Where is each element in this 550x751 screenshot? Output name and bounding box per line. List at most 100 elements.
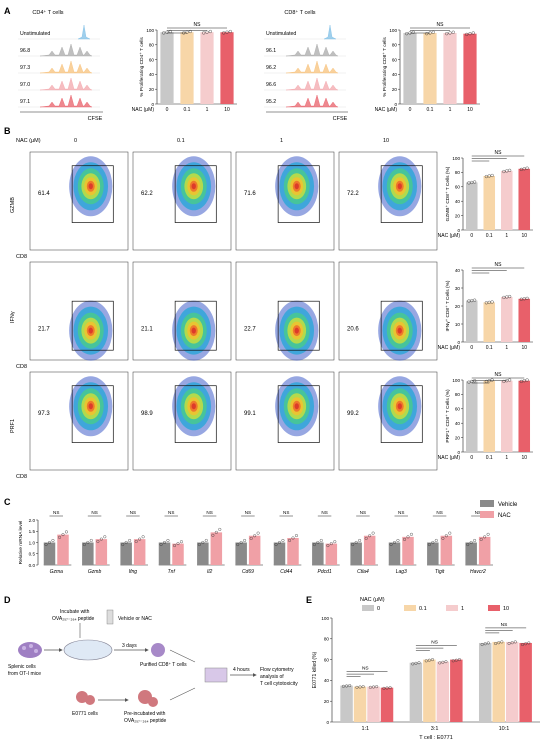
x-axis-label: NAC (μM) — [438, 455, 461, 461]
y-tick-label: 20 — [455, 304, 461, 309]
y-axis-label: E0771 killed (%) — [312, 651, 318, 688]
gate-box — [380, 165, 423, 223]
y-tick-label: 0 — [326, 720, 329, 725]
x-tick-label: 1 — [505, 455, 508, 461]
gate-percentage: 97.3 — [38, 411, 50, 417]
data-point — [48, 541, 52, 545]
legend-label: 1 — [461, 606, 464, 612]
data-point — [358, 538, 362, 542]
panel-label-d: D — [4, 595, 11, 605]
data-point — [211, 533, 215, 537]
data-point — [385, 686, 389, 690]
bar — [483, 380, 496, 452]
data-point — [128, 538, 132, 542]
gate-box — [174, 165, 217, 223]
histogram-label: 96.2 — [266, 65, 276, 71]
y-tick-label: 20 — [455, 213, 461, 218]
data-point — [438, 661, 442, 665]
data-point — [243, 538, 247, 542]
legend-label: 0 — [377, 606, 380, 612]
bar — [220, 32, 234, 104]
data-point — [417, 661, 421, 665]
data-point — [473, 538, 477, 542]
bar — [95, 539, 108, 565]
y-tick-label: 20 — [392, 87, 398, 92]
data-point — [465, 32, 469, 37]
data-point — [329, 542, 333, 546]
data-point — [201, 541, 205, 545]
data-point — [294, 534, 298, 538]
data-point — [134, 539, 138, 543]
ns-label: NS — [321, 510, 327, 515]
data-point — [497, 641, 501, 645]
bar — [353, 686, 367, 722]
data-point — [524, 642, 528, 646]
bar — [518, 168, 531, 230]
data-point — [519, 167, 523, 172]
e0771-label: E0771 cells — [72, 711, 98, 717]
panel-c-legend: Vehicle NAC — [480, 500, 518, 519]
y-tick-label: 20 — [149, 87, 155, 92]
data-point — [205, 30, 209, 34]
y-tick-label: 2.0 — [29, 518, 36, 523]
panel-b-nac-header: NAC (μM) — [16, 138, 41, 144]
bar — [133, 539, 146, 565]
gene-label: Cd44 — [280, 569, 292, 575]
data-point — [414, 661, 418, 665]
x-tick-label: 1:1 — [361, 726, 369, 732]
ns-label: NS — [431, 640, 438, 646]
gate-box — [174, 300, 217, 351]
bar — [340, 685, 353, 722]
bar — [463, 33, 477, 105]
cd8-histogram-title: CD8⁺ T cells — [284, 9, 315, 16]
y-tick-label: 0.0 — [29, 563, 36, 568]
ns-label: NS — [206, 510, 212, 515]
data-point — [256, 531, 260, 535]
data-point — [202, 31, 206, 35]
bar — [312, 542, 324, 565]
gate-percentage: 62.2 — [141, 191, 153, 197]
incubate-label-2: OVA₂₅₇₋₂₆₄ peptide — [52, 616, 95, 622]
y-axis-label: Relative mRNA level — [18, 521, 24, 565]
data-point — [525, 296, 529, 300]
legend-label: 0.1 — [419, 606, 427, 612]
data-point — [454, 658, 458, 662]
bar — [519, 642, 532, 722]
data-point — [471, 31, 475, 35]
legend-swatch-nac — [480, 511, 494, 518]
flow-plot: 61.4 — [29, 151, 129, 251]
legend-swatch — [488, 605, 500, 611]
ns-label: NS — [495, 372, 503, 378]
flow-plot: 62.2 — [132, 151, 232, 251]
data-point — [451, 659, 455, 663]
histogram-label: 97.0 — [20, 82, 30, 88]
x-tick-label: 10:1 — [499, 726, 510, 732]
data-point — [185, 30, 189, 34]
data-point — [451, 30, 455, 34]
data-point — [288, 538, 292, 542]
data-point — [468, 32, 472, 36]
ns-label: NS — [437, 22, 445, 28]
concentration-header: 10 — [383, 138, 389, 144]
cd8-cfse-label: CFSE — [333, 116, 348, 122]
data-point — [364, 536, 368, 540]
bar — [273, 542, 286, 565]
data-point — [444, 660, 448, 664]
bar — [465, 182, 478, 230]
y-tick-label: 100 — [452, 378, 460, 383]
data-point — [431, 541, 435, 545]
panel-label-c: C — [4, 497, 11, 507]
data-point — [473, 180, 477, 184]
data-point — [479, 537, 483, 541]
purified-label: Purified CD8⁺ T cells — [140, 662, 187, 668]
x-tick-label: 0 — [470, 455, 473, 461]
panel-e-legend: NAC (μM) 0 0.1 1 10 — [360, 597, 509, 612]
legend-label-vehicle: Vehicle — [498, 502, 518, 508]
preinc-label-2: OVA₂₅₇₋₂₆₄ peptide — [124, 718, 167, 724]
bar — [450, 659, 463, 722]
flow-plot: 72.2 — [338, 151, 438, 251]
data-point — [86, 541, 90, 545]
flow-label-1: Flow cytometry — [260, 667, 294, 673]
data-point — [473, 298, 477, 302]
